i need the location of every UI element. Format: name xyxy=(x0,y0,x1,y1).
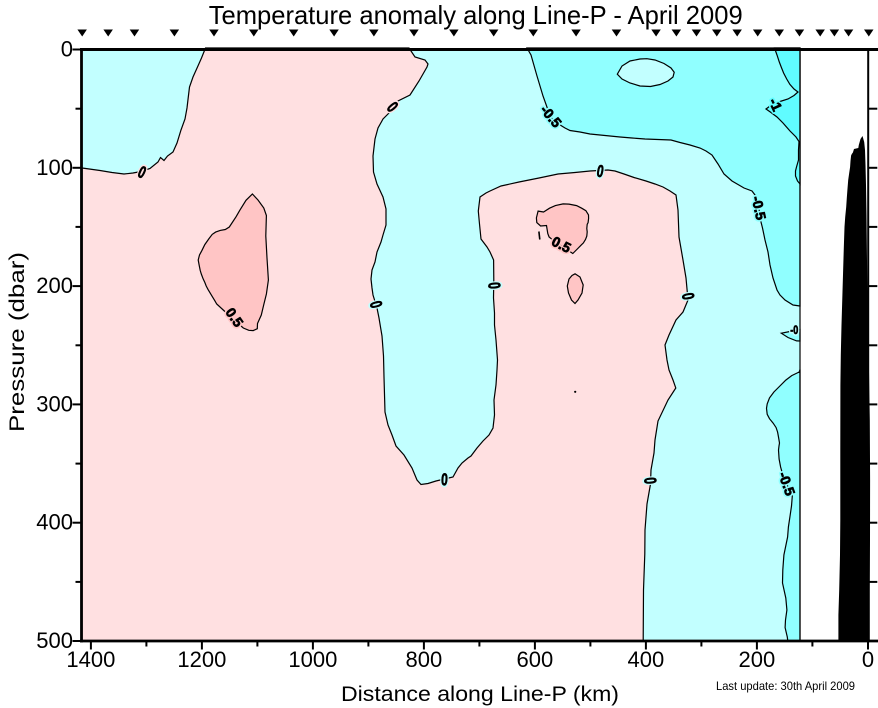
svg-text:0: 0 xyxy=(365,299,385,310)
svg-text:1200: 1200 xyxy=(177,647,226,672)
svg-text:-0: -0 xyxy=(790,324,798,338)
svg-text:0: 0 xyxy=(484,281,503,289)
svg-text:-0.5: -0.5 xyxy=(749,194,770,221)
svg-text:1400: 1400 xyxy=(66,647,115,672)
svg-text:200: 200 xyxy=(36,273,73,298)
svg-text:0: 0 xyxy=(595,163,605,182)
svg-text:0: 0 xyxy=(441,471,449,490)
svg-text:Last update: 30th April 2009: Last update: 30th April 2009 xyxy=(716,679,855,693)
svg-text:200: 200 xyxy=(739,647,776,672)
svg-text:400: 400 xyxy=(628,647,665,672)
svg-text:100: 100 xyxy=(36,155,73,180)
svg-text:Temperature anomaly along Line: Temperature anomaly along Line-P - April… xyxy=(209,0,743,30)
svg-text:Distance along Line-P (km): Distance along Line-P (km) xyxy=(341,683,619,706)
svg-text:-0: -0 xyxy=(790,324,798,338)
svg-text:0: 0 xyxy=(862,647,874,672)
svg-text:0: 0 xyxy=(441,471,449,490)
svg-text:0.5: 0.5 xyxy=(549,233,574,256)
svg-text:0: 0 xyxy=(640,477,659,485)
svg-text:0: 0 xyxy=(677,292,696,302)
svg-text:500: 500 xyxy=(36,628,73,653)
svg-text:0: 0 xyxy=(640,477,659,485)
svg-text:600: 600 xyxy=(517,647,554,672)
svg-text:0: 0 xyxy=(484,281,503,289)
svg-text:0: 0 xyxy=(61,37,73,62)
svg-text:Pressure (dbar): Pressure (dbar) xyxy=(6,252,29,432)
svg-text:800: 800 xyxy=(406,647,443,672)
svg-text:400: 400 xyxy=(36,510,73,535)
svg-text:300: 300 xyxy=(36,391,73,416)
svg-text:1000: 1000 xyxy=(288,647,337,672)
